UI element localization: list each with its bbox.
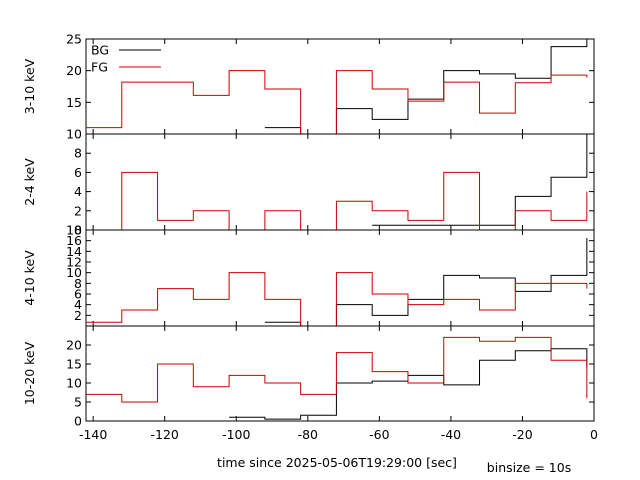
panel-frame (85, 38, 595, 135)
x-tick-label: -40 (441, 427, 461, 442)
y-axis-label: 2-4 keV (22, 158, 37, 206)
y-tick-label: 2 (74, 308, 82, 323)
series-fg-step (86, 70, 588, 134)
y-tick-label: 2 (74, 203, 82, 218)
panel-2: 0 2 4 6 8 2-4 keV (22, 133, 595, 238)
y-tick-label: 20 (66, 63, 82, 78)
y-tick-label: 16 (66, 233, 82, 248)
x-tick-label: -80 (298, 427, 318, 442)
y-tick-label: 5 (74, 395, 82, 410)
y-tick-label: 18 (66, 223, 82, 238)
panel-frame (85, 133, 595, 231)
x-tick-label: -20 (512, 427, 532, 442)
y-tick-label: 14 (66, 244, 82, 259)
series-bg-step (264, 39, 588, 134)
x-tick-label: -120 (151, 427, 179, 442)
y-tick-label: 4 (74, 184, 82, 199)
binsize-note: binsize = 10s (487, 460, 571, 475)
y-tick-label: 0 (74, 414, 82, 429)
legend-label: FG (91, 60, 108, 75)
panel-frame (85, 229, 595, 327)
series-fg-step (121, 171, 588, 230)
panel-1: 10 15 20 25 3-10 keV BG FG (22, 32, 595, 142)
x-tick-label: 0 (590, 427, 598, 442)
panel-frame (85, 325, 595, 422)
y-tick-label: 6 (74, 287, 82, 302)
y-tick-label: 20 (66, 338, 82, 353)
y-axis-label: 10-20 keV (22, 341, 37, 405)
x-tick-label: -100 (222, 427, 250, 442)
y-axis-label: 3-10 keV (22, 58, 37, 114)
y-tick-label: 15 (66, 95, 82, 110)
x-tick-label: -140 (79, 427, 107, 442)
y-tick-label: 12 (66, 255, 82, 270)
y-tick-label: 8 (74, 146, 82, 161)
y-tick-label: 10 (66, 265, 82, 280)
series-fg-step (86, 272, 588, 326)
series-bg-step (229, 348, 588, 420)
series-bg-step (264, 238, 588, 326)
y-tick-label: 10 (66, 127, 82, 142)
y-tick-label: 25 (66, 32, 82, 47)
legend-label: BG (91, 43, 109, 58)
y-tick-label: 8 (74, 276, 82, 291)
x-tick-label: -60 (369, 427, 389, 442)
panel-4: 0 5 10 15 20 10-20 keV -140 -120 -100 -80 -60 -40 -2… (22, 325, 598, 442)
y-tick-label: 15 (66, 357, 82, 372)
x-axis-label: time since 2025-05-06T19:29:00 [sec] (217, 455, 457, 470)
y-axis-label: 4-10 keV (22, 250, 37, 306)
y-tick-label: 4 (74, 297, 82, 312)
y-tick-label: 6 (74, 165, 82, 180)
y-tick-label: 10 (66, 376, 82, 391)
series-fg-step (86, 336, 588, 403)
y-tick-label: 0 (74, 223, 82, 238)
